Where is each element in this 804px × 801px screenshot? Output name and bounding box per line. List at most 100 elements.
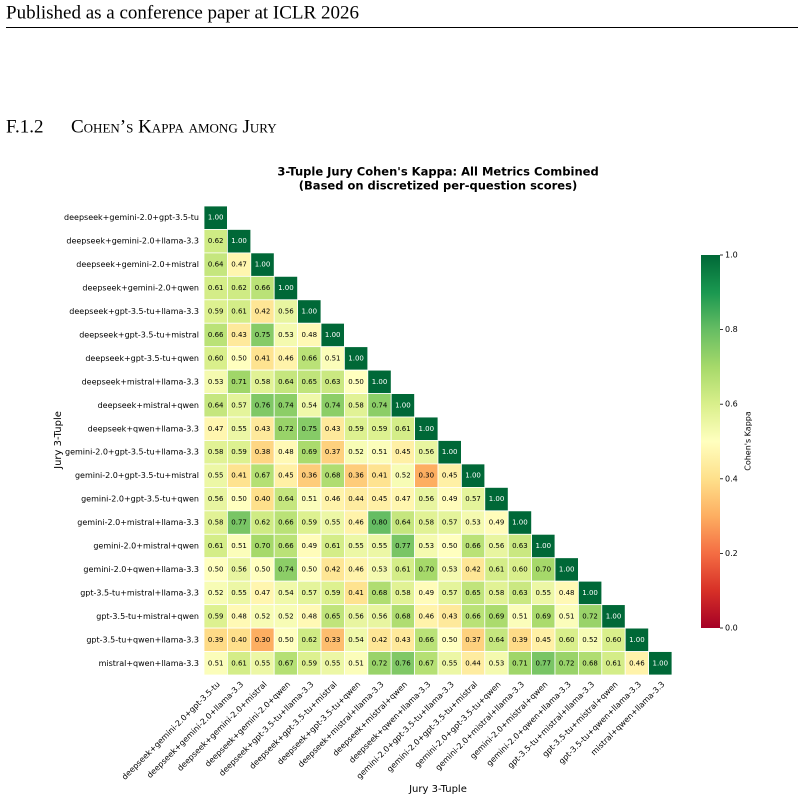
colorbar-tick-label: 1.0 bbox=[725, 251, 738, 260]
cell-label: 0.43 bbox=[442, 612, 458, 620]
cell-label: 0.41 bbox=[372, 472, 388, 480]
cell-label: 0.70 bbox=[536, 565, 552, 573]
cell-label: 0.41 bbox=[255, 354, 271, 362]
cell-label: 0.43 bbox=[231, 331, 247, 339]
cell-label: 0.64 bbox=[489, 636, 505, 644]
cell-label: 0.45 bbox=[442, 472, 458, 480]
y-tick-label: deepseek+mistral+qwen bbox=[98, 401, 199, 410]
cell-label: 0.44 bbox=[348, 495, 364, 503]
cell-label: 0.66 bbox=[419, 636, 435, 644]
cell-label: 0.59 bbox=[325, 589, 341, 597]
cell-label: 0.56 bbox=[489, 542, 505, 550]
cell-label: 0.57 bbox=[302, 589, 318, 597]
cell-label: 0.52 bbox=[255, 612, 271, 620]
cell-label: 0.51 bbox=[348, 659, 364, 667]
cell-label: 0.62 bbox=[255, 519, 271, 527]
cell-label: 0.39 bbox=[208, 636, 224, 644]
y-tick-label: gemini-2.0+gpt-3.5-tu+llama-3.3 bbox=[65, 448, 199, 457]
y-tick-label: deepseek+mistral+llama-3.3 bbox=[82, 377, 199, 386]
cell-label: 1.00 bbox=[512, 519, 528, 527]
cell-label: 0.59 bbox=[348, 425, 364, 433]
cell-label: 1.00 bbox=[302, 308, 318, 316]
cell-label: 0.65 bbox=[325, 612, 341, 620]
cell-label: 0.51 bbox=[231, 542, 247, 550]
cell-label: 0.54 bbox=[278, 589, 294, 597]
y-tick-label: gpt-3.5-tu+mistral+llama-3.3 bbox=[80, 588, 199, 597]
cell-label: 0.64 bbox=[208, 401, 224, 409]
cell-label: 0.68 bbox=[325, 472, 341, 480]
cell-label: 0.61 bbox=[208, 542, 224, 550]
cell-label: 0.55 bbox=[325, 659, 341, 667]
cell-label: 0.56 bbox=[419, 495, 435, 503]
cell-label: 0.49 bbox=[302, 542, 318, 550]
cell-label: 0.56 bbox=[372, 612, 388, 620]
cell-label: 0.51 bbox=[372, 448, 388, 456]
cell-label: 0.30 bbox=[419, 472, 435, 480]
cell-label: 0.58 bbox=[255, 378, 271, 386]
cell-label: 0.61 bbox=[325, 542, 341, 550]
cell-label: 0.66 bbox=[278, 519, 294, 527]
cell-label: 1.00 bbox=[278, 284, 294, 292]
cell-label: 0.57 bbox=[231, 401, 247, 409]
cell-label: 0.64 bbox=[395, 519, 411, 527]
chart-title: 3-Tuple Jury Cohen's Kappa: All Metrics … bbox=[277, 165, 598, 179]
cell-label: 0.59 bbox=[231, 448, 247, 456]
cell-label: 0.68 bbox=[395, 612, 411, 620]
colorbar-label: Cohen's Kappa bbox=[744, 411, 753, 471]
cell-label: 0.47 bbox=[395, 495, 411, 503]
cell-label: 1.00 bbox=[255, 261, 271, 269]
colorbar-tick-label: 0.6 bbox=[725, 400, 738, 409]
cell-label: 0.46 bbox=[325, 495, 341, 503]
cell-label: 0.51 bbox=[559, 612, 575, 620]
cell-label: 0.55 bbox=[208, 472, 224, 480]
cell-label: 0.55 bbox=[231, 589, 247, 597]
cell-label: 0.38 bbox=[255, 448, 271, 456]
cell-label: 0.55 bbox=[442, 659, 458, 667]
x-axis-label: Jury 3-Tuple bbox=[408, 784, 467, 795]
y-tick-label: gemini-2.0+mistral+qwen bbox=[93, 542, 199, 551]
cell-label: 0.61 bbox=[395, 565, 411, 573]
cell-label: 0.70 bbox=[419, 565, 435, 573]
cell-label: 0.62 bbox=[231, 284, 247, 292]
cell-label: 0.39 bbox=[512, 636, 528, 644]
cell-label: 0.74 bbox=[278, 401, 294, 409]
cell-label: 0.60 bbox=[559, 636, 575, 644]
cell-label: 0.56 bbox=[208, 495, 224, 503]
cell-label: 1.00 bbox=[395, 401, 411, 409]
cell-label: 0.68 bbox=[582, 659, 598, 667]
cell-label: 0.42 bbox=[465, 565, 481, 573]
cell-label: 0.41 bbox=[348, 589, 364, 597]
cell-label: 0.58 bbox=[348, 401, 364, 409]
y-tick-label: gemini-2.0+gpt-3.5-tu+mistral bbox=[75, 471, 199, 480]
cell-label: 1.00 bbox=[629, 636, 645, 644]
cell-label: 0.58 bbox=[489, 589, 505, 597]
cell-label: 0.69 bbox=[302, 448, 318, 456]
cell-label: 0.59 bbox=[208, 308, 224, 316]
cell-label: 0.52 bbox=[348, 448, 364, 456]
cell-label: 1.00 bbox=[419, 425, 435, 433]
cell-label: 0.50 bbox=[442, 636, 458, 644]
cell-label: 0.49 bbox=[419, 589, 435, 597]
cell-label: 0.66 bbox=[255, 284, 271, 292]
y-tick-label: deepseek+gemini-2.0+mistral bbox=[76, 260, 199, 269]
cell-label: 0.69 bbox=[489, 612, 505, 620]
cell-label: 0.55 bbox=[372, 542, 388, 550]
cell-label: 0.59 bbox=[302, 659, 318, 667]
cell-label: 0.55 bbox=[231, 425, 247, 433]
cell-label: 1.00 bbox=[606, 612, 622, 620]
cell-label: 0.46 bbox=[419, 612, 435, 620]
cell-label: 0.67 bbox=[419, 659, 435, 667]
cell-label: 0.36 bbox=[302, 472, 318, 480]
cell-label: 0.54 bbox=[302, 401, 318, 409]
cell-label: 0.40 bbox=[255, 495, 271, 503]
cell-label: 0.67 bbox=[255, 472, 271, 480]
cell-label: 0.52 bbox=[278, 612, 294, 620]
cell-label: 0.50 bbox=[231, 354, 247, 362]
y-axis-label: Jury 3-Tuple bbox=[53, 411, 64, 470]
cell-label: 0.45 bbox=[278, 472, 294, 480]
cell-label: 0.46 bbox=[348, 565, 364, 573]
y-tick-label: deepseek+gemini-2.0+gpt-3.5-tu bbox=[64, 213, 199, 222]
cell-label: 0.49 bbox=[489, 519, 505, 527]
cell-label: 0.58 bbox=[419, 519, 435, 527]
cell-label: 0.65 bbox=[465, 589, 481, 597]
